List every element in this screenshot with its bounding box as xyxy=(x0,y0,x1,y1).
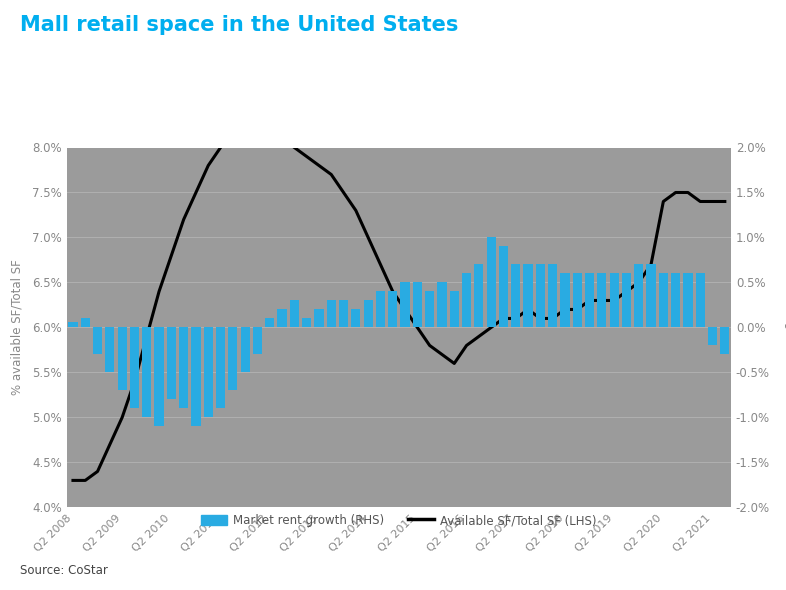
Bar xyxy=(609,274,619,327)
Bar xyxy=(683,274,692,327)
Bar xyxy=(511,264,520,327)
Bar xyxy=(351,309,361,327)
Bar xyxy=(327,300,336,327)
Bar xyxy=(450,291,459,327)
Bar xyxy=(413,283,422,327)
Y-axis label: % available SF/Total SF: % available SF/Total SF xyxy=(11,260,24,395)
Bar xyxy=(179,327,189,408)
Bar xyxy=(708,327,717,346)
Bar xyxy=(191,327,200,427)
Text: Mall retail space in the United States: Mall retail space in the United States xyxy=(20,15,458,35)
Bar xyxy=(425,291,434,327)
Bar xyxy=(277,309,287,327)
Bar xyxy=(204,327,213,418)
Bar xyxy=(376,291,385,327)
Bar xyxy=(634,264,644,327)
Text: Source: CoStar: Source: CoStar xyxy=(20,564,108,577)
Bar xyxy=(388,291,398,327)
Bar xyxy=(462,274,471,327)
Bar xyxy=(597,274,607,327)
Bar xyxy=(265,319,274,327)
Bar xyxy=(130,327,139,408)
Bar xyxy=(437,283,446,327)
Bar xyxy=(253,327,262,355)
Y-axis label: Rent growth: Rent growth xyxy=(784,291,786,363)
Bar xyxy=(696,274,705,327)
Bar xyxy=(105,327,115,372)
Bar xyxy=(573,274,582,327)
Bar xyxy=(720,327,729,355)
Bar xyxy=(585,274,594,327)
Bar xyxy=(118,327,127,391)
Bar xyxy=(68,322,78,327)
Bar xyxy=(560,274,570,327)
Bar xyxy=(228,327,237,391)
Bar xyxy=(536,264,545,327)
Bar xyxy=(499,247,508,327)
Bar xyxy=(302,319,311,327)
Bar xyxy=(290,300,299,327)
Bar xyxy=(339,300,348,327)
Bar xyxy=(400,283,410,327)
Bar xyxy=(523,264,533,327)
Legend: Market rent growth (RHS), Available SF/Total SF (LHS): Market rent growth (RHS), Available SF/T… xyxy=(196,509,601,532)
Bar xyxy=(474,264,483,327)
Bar xyxy=(142,327,152,418)
Bar xyxy=(659,274,668,327)
Bar xyxy=(671,274,680,327)
Bar xyxy=(216,327,225,408)
Bar xyxy=(93,327,102,355)
Bar xyxy=(364,300,373,327)
Bar xyxy=(154,327,163,427)
Bar xyxy=(81,319,90,327)
Bar xyxy=(241,327,250,372)
Bar xyxy=(622,274,631,327)
Bar xyxy=(314,309,324,327)
Bar xyxy=(167,327,176,399)
Bar xyxy=(487,237,496,327)
Bar xyxy=(646,264,656,327)
Bar xyxy=(548,264,557,327)
